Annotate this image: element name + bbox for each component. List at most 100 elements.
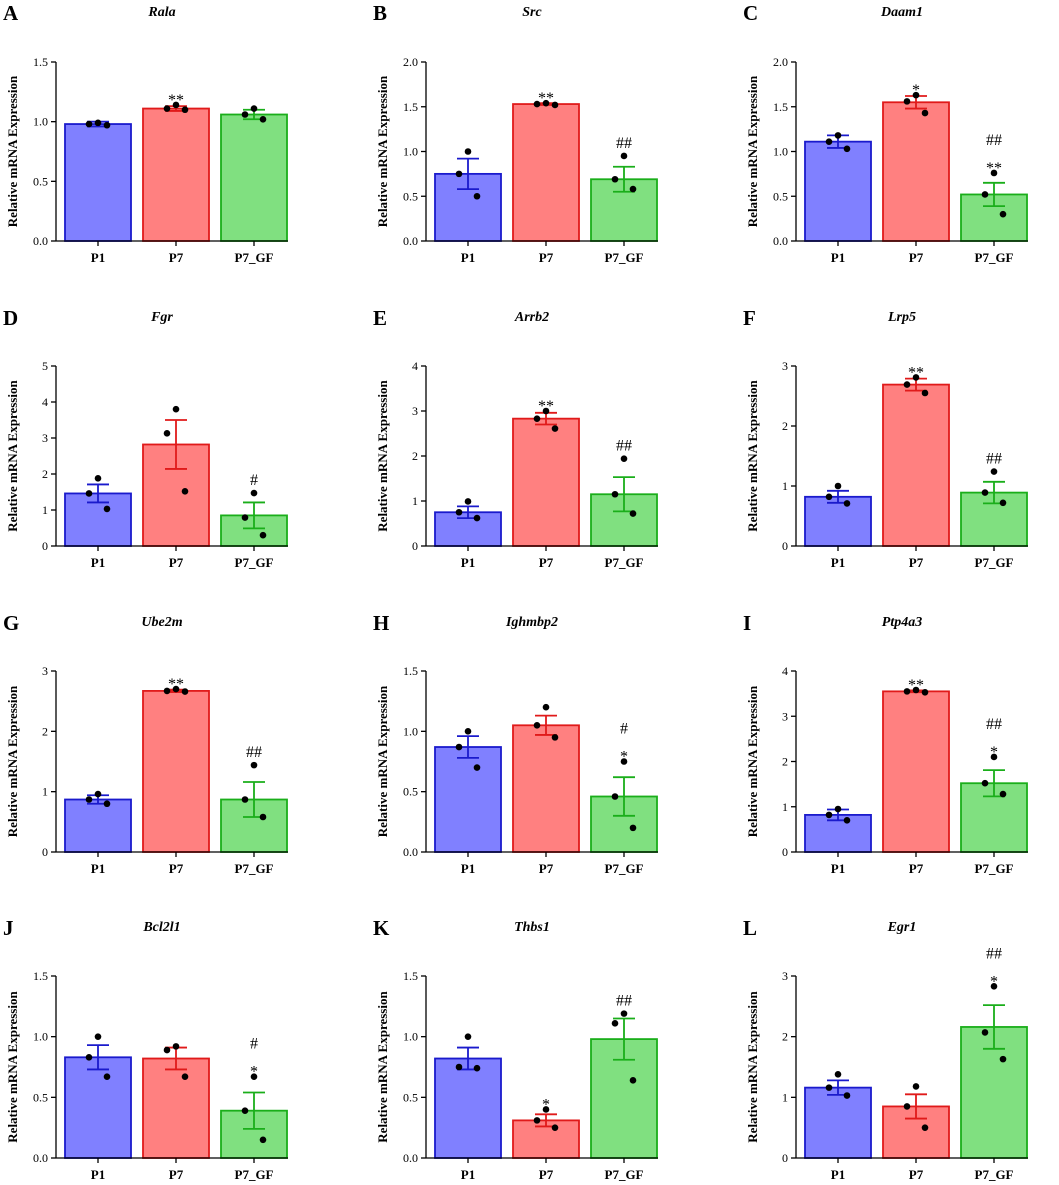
chart-title: Bcl2l1 (142, 920, 180, 935)
data-point (629, 185, 637, 193)
data-point (834, 1070, 842, 1078)
data-point (903, 98, 911, 105)
x-tick-label: P1 (831, 1167, 845, 1182)
bar-p7 (882, 690, 950, 853)
x-tick-label: P1 (831, 861, 845, 876)
x-tick-label: P7 (169, 250, 184, 265)
x-tick-label: P7_GF (605, 1167, 644, 1182)
panel-letter: A (3, 1, 19, 25)
data-point (981, 779, 989, 787)
significance-marker: * (990, 744, 998, 761)
significance-marker: * (990, 973, 998, 990)
y-axis-label: Relative mRNA Expression (5, 991, 20, 1143)
y-tick-label: 4 (782, 664, 788, 678)
y-axis-label: Relative mRNA Expression (745, 380, 760, 532)
error-bar (905, 1093, 927, 1120)
x-tick-label: P1 (91, 1167, 105, 1182)
y-tick-label: 1.5 (773, 100, 788, 114)
data-point (103, 505, 111, 513)
data-point (455, 170, 463, 178)
y-tick-label: 2 (782, 419, 788, 433)
significance-marker: * (250, 1064, 258, 1081)
y-tick-label: 1.5 (403, 664, 418, 678)
data-point (250, 761, 258, 769)
data-point (533, 722, 541, 729)
y-tick-label: 1 (782, 1090, 788, 1104)
y-tick-label: 0.5 (403, 785, 418, 799)
data-point (843, 1092, 851, 1099)
data-point (94, 1033, 102, 1040)
panel-letter: J (3, 916, 14, 940)
x-tick-label: P7 (169, 861, 184, 876)
y-tick-label: 3 (782, 359, 788, 373)
x-tick-label: P7_GF (975, 861, 1014, 876)
bar-p1 (804, 495, 872, 547)
data-point (464, 1033, 472, 1040)
data-point (533, 100, 541, 108)
significance-marker: ** (168, 92, 184, 109)
y-tick-label: 2 (782, 755, 788, 769)
data-point (611, 175, 619, 183)
y-tick-label: 3 (42, 431, 48, 445)
y-tick-label: 2 (412, 449, 418, 463)
data-point (903, 381, 911, 388)
bar-p7 (512, 417, 580, 547)
x-tick-label: P1 (91, 250, 105, 265)
data-point (181, 106, 189, 114)
y-tick-label: 1.0 (403, 724, 418, 738)
significance-marker: ** (168, 676, 184, 693)
panel-letter: L (743, 916, 757, 940)
panel-j: J Bcl2l1 Relative mRNA Expression * #0.0 0.5 1… (3, 916, 288, 1182)
data-point (912, 374, 920, 381)
data-point (94, 475, 102, 482)
x-tick-label: P1 (831, 250, 845, 265)
data-point (172, 405, 180, 413)
panel-e: E Arrb2 Relative mRNA Expression ** ## 0 1 2 3 4 P… (373, 306, 658, 570)
x-tick-label: P7_GF (605, 250, 644, 265)
significance-marker: ** (538, 398, 554, 415)
data-point (172, 1043, 180, 1050)
y-tick-label: 2.0 (773, 55, 788, 69)
y-tick-label: 3 (42, 664, 48, 678)
data-point (542, 407, 550, 415)
y-tick-label: 1 (42, 785, 48, 799)
x-tick-label: P7 (169, 1167, 184, 1182)
data-point (990, 753, 998, 761)
significance-marker: ** (986, 160, 1002, 177)
panel-b: B Src Relative mRNA Expression ** ## 0.0 0.5 1.… (373, 1, 658, 265)
significance-marker: # (250, 472, 258, 489)
error-bar (165, 419, 187, 470)
y-axis-label: Relative mRNA Expression (745, 75, 760, 227)
bar-p7 (882, 101, 950, 242)
data-point (85, 796, 93, 803)
data-point (241, 514, 249, 521)
chart-title: Thbs1 (514, 920, 550, 935)
bar-p1 (804, 1086, 872, 1159)
error-bar (613, 776, 635, 817)
significance-marker: * (542, 1096, 550, 1113)
bar-p1 (434, 1057, 502, 1159)
y-tick-label: 0.5 (403, 189, 418, 203)
data-point (981, 191, 989, 198)
x-tick-label: P1 (461, 250, 475, 265)
y-tick-label: 1.5 (33, 969, 48, 983)
chart-title: Egr1 (887, 920, 917, 935)
data-point (611, 1020, 619, 1027)
data-point (921, 389, 929, 397)
data-point (241, 111, 249, 118)
x-tick-label: P7 (169, 555, 184, 570)
panel-f: F Lrp5 Relative mRNA Expression ** ## 0 1 2 3 P1 P… (743, 306, 1028, 570)
y-tick-label: 1 (782, 479, 788, 493)
data-point (629, 510, 637, 517)
y-tick-label: 1.0 (773, 145, 788, 159)
x-tick-label: P7_GF (975, 1167, 1014, 1182)
y-tick-label: 1 (782, 800, 788, 814)
error-bar (457, 157, 479, 190)
y-axis-label: Relative mRNA Expression (375, 685, 390, 837)
y-tick-label: 0.5 (33, 174, 48, 188)
panel-letter: I (743, 611, 751, 635)
data-point (464, 498, 472, 505)
data-point (981, 489, 989, 496)
data-point (85, 120, 93, 128)
x-tick-label: P1 (91, 861, 105, 876)
